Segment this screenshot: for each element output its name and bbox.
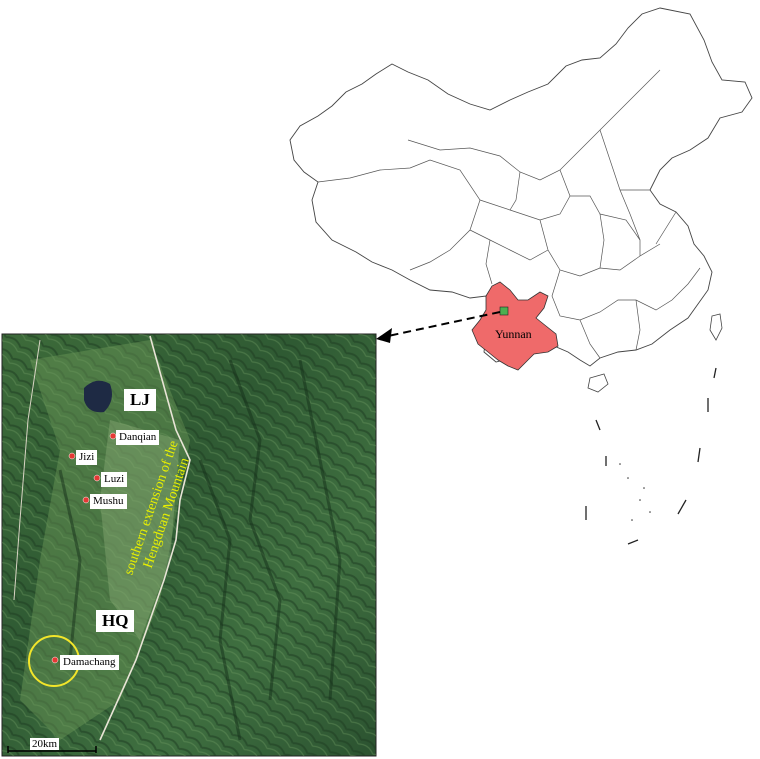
site-markers [51,432,117,664]
site-label-danqian: Danqian [116,430,160,445]
pointer-line [387,311,501,337]
site-label-mushu: Mushu [90,494,127,509]
taiwan-island [709,313,723,341]
scale-bar-graphic [7,746,97,753]
site-label-damachang: Damachang [60,655,119,670]
site-label-luzi: Luzi [101,472,128,487]
pointer-arrowhead [376,328,392,343]
province-boundaries [317,69,701,359]
satellite-inset [1,333,377,757]
yunnan-label: Yunnan [495,327,532,341]
scale-bar-label: 20km [30,738,60,750]
hainan-island [587,373,609,393]
nine-dash-line [585,367,717,545]
lake [84,380,112,413]
lj-label: LJ [124,389,156,411]
sea-islets [619,463,651,521]
road [99,335,191,741]
hq-label: HQ [96,610,135,632]
site-label-jizi: Jizi [76,450,98,465]
yunnan-region [471,281,559,371]
study-area-marker [499,306,509,316]
